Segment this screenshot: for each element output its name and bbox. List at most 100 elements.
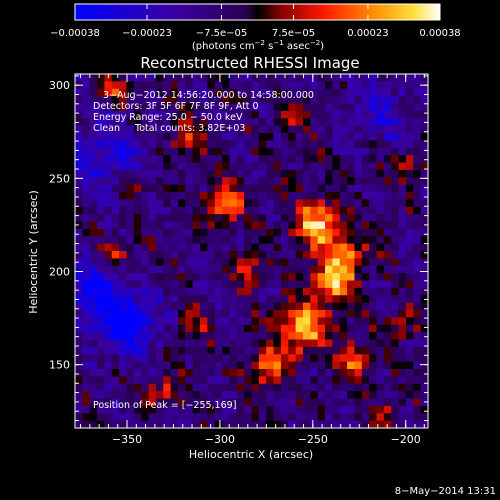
heatmap-cell: [405, 273, 414, 282]
heatmap-cell: [214, 140, 223, 149]
heatmap-cell: [332, 125, 341, 134]
heatmap-cell: [214, 192, 223, 200]
heatmap-cell: [155, 295, 164, 304]
heatmap-cell: [361, 125, 370, 134]
heatmap-cell: [141, 221, 150, 230]
heatmap-cell: [302, 236, 311, 245]
heatmap-cell: [288, 133, 297, 141]
heatmap-cell: [251, 398, 260, 407]
heatmap-cell: [126, 88, 135, 97]
heatmap-cell: [177, 125, 186, 134]
heatmap-cell: [222, 310, 231, 318]
heatmap-cell: [310, 228, 319, 237]
heatmap-cell: [119, 369, 128, 377]
heatmap-cell: [266, 391, 275, 400]
heatmap-cell: [111, 88, 120, 97]
heatmap-cell: [295, 383, 304, 392]
heatmap-cell: [222, 317, 231, 326]
heatmap-cell: [317, 273, 326, 282]
heatmap-cell: [258, 243, 267, 252]
heatmap-cell: [75, 339, 83, 348]
heatmap-cell: [133, 413, 142, 422]
heatmap-cell: [119, 258, 128, 267]
heatmap-cell: [332, 287, 341, 296]
heatmap-cell: [369, 147, 378, 156]
heatmap-cell: [391, 265, 400, 274]
heatmap-cell: [295, 228, 304, 237]
heatmap-cell: [148, 81, 157, 90]
heatmap-cell: [111, 96, 120, 105]
heatmap-cell: [280, 88, 289, 97]
heatmap-cell: [339, 199, 348, 208]
heatmap-cell: [383, 140, 392, 149]
heatmap-cell: [222, 383, 231, 392]
heatmap-cell: [266, 346, 275, 355]
heatmap-cell: [295, 206, 304, 215]
heatmap-cell: [111, 413, 120, 422]
heatmap-cell: [75, 192, 83, 200]
heatmap-cell: [280, 221, 289, 230]
heatmap-cell: [280, 243, 289, 252]
heatmap-cell: [354, 273, 363, 282]
heatmap-cell: [111, 273, 120, 282]
heatmap-cell: [200, 221, 208, 230]
heatmap-cell: [347, 383, 356, 392]
heatmap-cell: [119, 81, 128, 90]
heatmap-cell: [405, 214, 414, 223]
heatmap-cell: [185, 391, 194, 400]
heatmap-cell: [126, 265, 135, 274]
heatmap-cell: [163, 346, 172, 355]
heatmap-cell: [244, 391, 253, 400]
heatmap-cell: [141, 273, 150, 282]
heatmap-cell: [310, 243, 319, 252]
heatmap-cell: [82, 273, 91, 282]
heatmap-cell: [97, 383, 106, 392]
heatmap-cell: [192, 265, 201, 274]
heatmap-cell: [251, 420, 260, 429]
heatmap-cell: [361, 376, 370, 385]
heatmap-cell: [133, 295, 142, 304]
heatmap-cell: [111, 103, 120, 112]
heatmap-cell: [332, 221, 341, 230]
heatmap-cell: [177, 88, 186, 97]
heatmap-cell: [413, 280, 422, 289]
heatmap-cell: [126, 346, 135, 355]
heatmap-cell: [376, 118, 385, 127]
heatmap-cell: [325, 88, 333, 97]
heatmap-cell: [332, 192, 341, 200]
heatmap-cell: [339, 103, 348, 112]
heatmap-cell: [207, 361, 216, 370]
heatmap-cell: [295, 361, 304, 370]
heatmap-cell: [229, 324, 238, 333]
heatmap-cell: [266, 324, 275, 333]
heatmap-cell: [214, 221, 223, 230]
heatmap-cell: [163, 206, 172, 215]
heatmap-cell: [302, 140, 311, 149]
heatmap-cell: [82, 280, 91, 289]
heatmap-cell: [347, 376, 356, 385]
heatmap-cell: [192, 258, 201, 267]
heatmap-cell: [141, 361, 150, 370]
heatmap-cell: [229, 133, 238, 141]
heatmap-cell: [288, 346, 297, 355]
heatmap-cell: [354, 155, 363, 164]
heatmap-cell: [155, 228, 164, 237]
heatmap-cell: [413, 110, 422, 119]
heatmap-cell: [155, 420, 164, 429]
heatmap-cell: [133, 398, 142, 407]
heatmap-cell: [398, 88, 407, 97]
heatmap-cell: [75, 103, 83, 112]
heatmap-cell: [214, 88, 223, 97]
heatmap-cell: [310, 383, 319, 392]
heatmap-cell: [295, 332, 304, 341]
heatmap-cell: [302, 265, 311, 274]
heatmap-cell: [126, 81, 135, 90]
heatmap-cell: [126, 184, 135, 193]
heatmap-cell: [302, 184, 311, 193]
heatmap-cell: [361, 81, 370, 90]
heatmap-cell: [141, 228, 150, 237]
heatmap-cell: [126, 103, 135, 112]
heatmap-cell: [361, 346, 370, 355]
heatmap-cell: [391, 88, 400, 97]
heatmap-cell: [369, 354, 378, 363]
